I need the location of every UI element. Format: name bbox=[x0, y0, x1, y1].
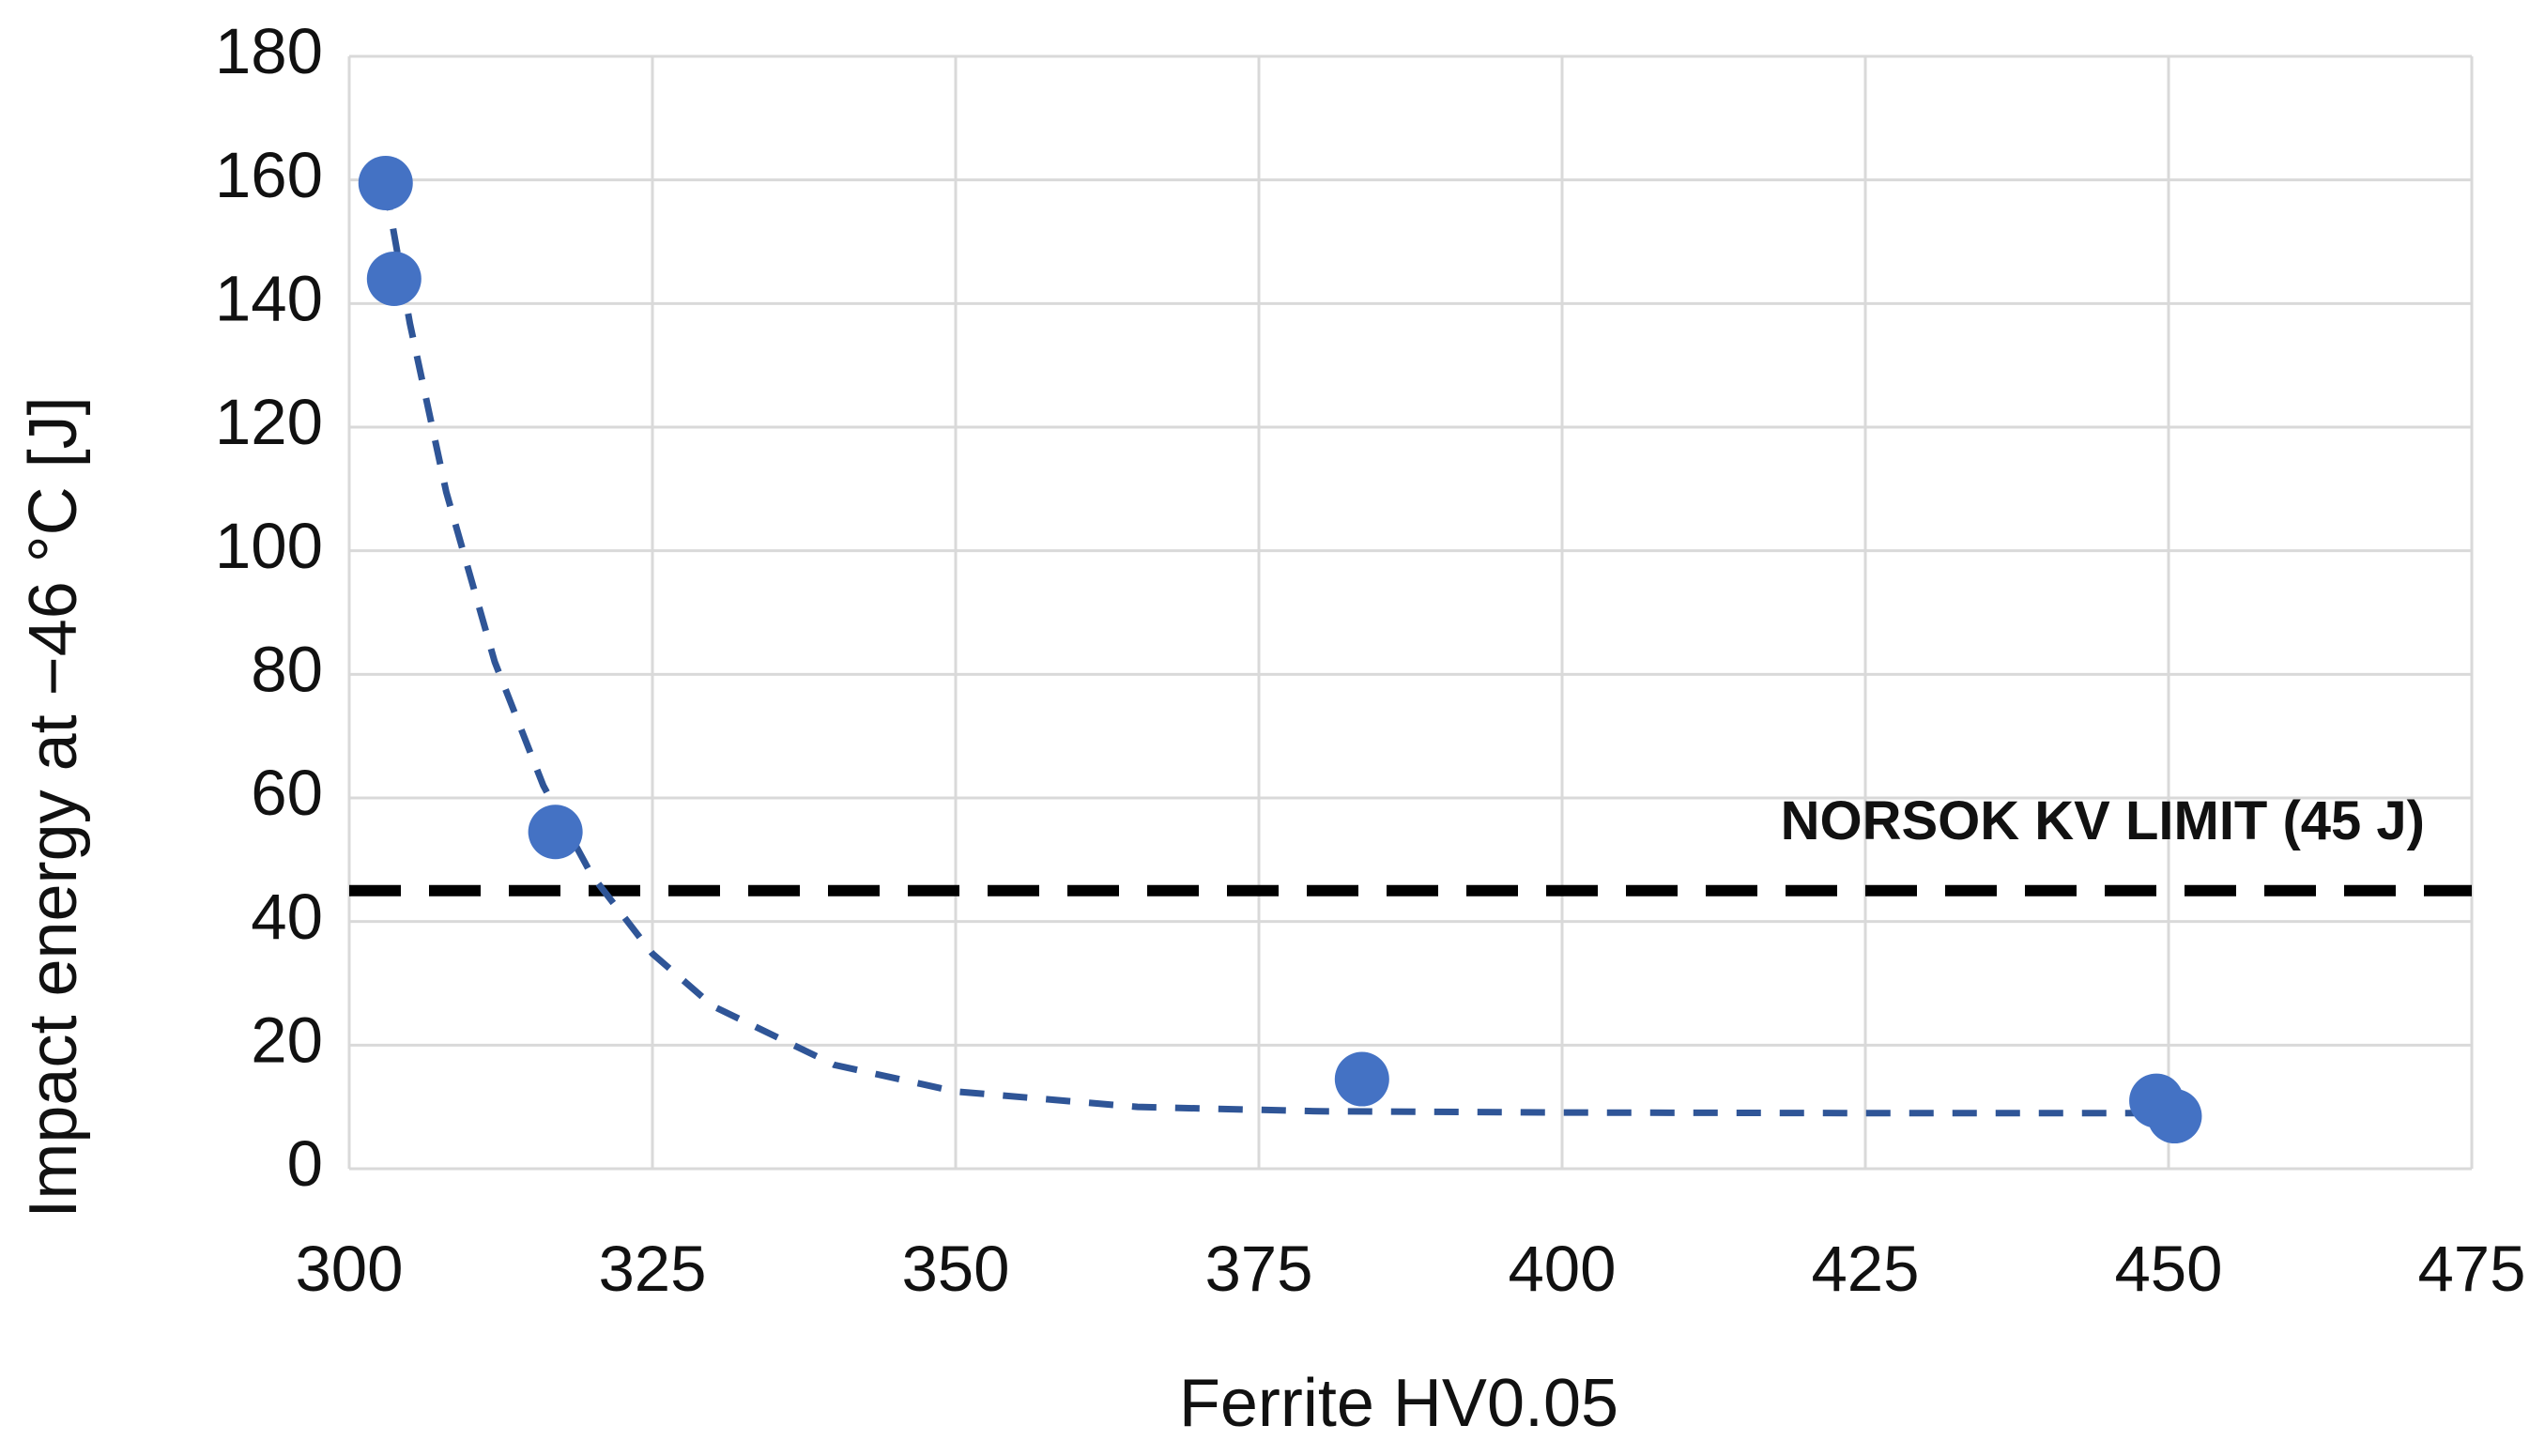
reference-label: NORSOK KV LIMIT (45 J) bbox=[1781, 790, 2425, 851]
y-axis-title: Impact energy at −46 °C [J] bbox=[16, 396, 91, 1218]
x-tick-label: 375 bbox=[1204, 1233, 1312, 1305]
x-tick-label: 325 bbox=[598, 1233, 706, 1305]
y-tick-label: 20 bbox=[251, 1004, 323, 1077]
x-tick-label: 450 bbox=[2114, 1233, 2222, 1305]
data-point bbox=[366, 252, 422, 306]
y-tick-label: 0 bbox=[287, 1127, 323, 1200]
trendline bbox=[382, 185, 2169, 1117]
y-tick-label: 60 bbox=[251, 757, 323, 829]
data-point bbox=[2147, 1089, 2202, 1144]
y-tick-label: 180 bbox=[215, 15, 323, 87]
x-axis-title: Ferrite HV0.05 bbox=[1179, 1366, 1618, 1441]
x-tick-label: 300 bbox=[295, 1233, 403, 1305]
data-point bbox=[358, 155, 413, 210]
y-tick-label: 100 bbox=[215, 510, 323, 582]
y-tick-label: 160 bbox=[215, 139, 323, 211]
x-tick-label: 350 bbox=[901, 1233, 1009, 1305]
y-tick-label: 80 bbox=[251, 634, 323, 706]
data-point bbox=[1334, 1051, 1389, 1107]
x-tick-label: 425 bbox=[1811, 1233, 1919, 1305]
y-tick-label: 120 bbox=[215, 386, 323, 458]
x-tick-label: 475 bbox=[2417, 1233, 2525, 1305]
data-point bbox=[528, 805, 583, 860]
x-tick-label: 400 bbox=[1508, 1233, 1616, 1305]
y-tick-label: 140 bbox=[215, 263, 323, 335]
y-tick-label: 40 bbox=[251, 881, 323, 953]
